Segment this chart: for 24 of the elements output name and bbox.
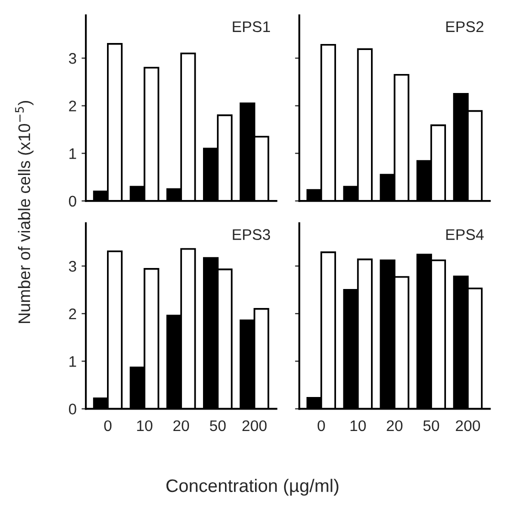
x-tick-label: 200 — [242, 420, 267, 432]
y-tick-label: 1 — [69, 356, 76, 367]
x-axis-title: Concentration (µg/ml) — [166, 478, 338, 496]
y-tick-label: 2 — [69, 100, 76, 112]
y-tick-label: 3 — [68, 53, 76, 64]
chart-title: EPS3 — [232, 229, 270, 240]
chart-title: EPS1 — [232, 21, 270, 32]
chart-title: EPS4 — [446, 229, 484, 240]
x-tick-label: 0 — [318, 420, 325, 432]
x-tick-label: 20 — [386, 420, 402, 432]
x-tick-label: 10 — [137, 420, 152, 432]
y-axis-title: Number of viable cells (x10$^{−5}$) — [15, 100, 34, 323]
y-tick-label: 0 — [68, 404, 76, 414]
x-tick-label: 50 — [423, 420, 440, 432]
x-tick-label: 50 — [210, 420, 226, 432]
y-tick-label: 2 — [69, 308, 76, 320]
x-tick-label: 200 — [456, 420, 480, 432]
y-tick-label: 1 — [69, 148, 76, 159]
chart-title: EPS2 — [446, 21, 484, 32]
y-tick-label: 3 — [68, 260, 76, 272]
y-tick-label: 0 — [68, 196, 76, 207]
x-tick-label: 10 — [350, 420, 366, 432]
x-tick-label: 0 — [104, 420, 112, 432]
x-tick-label: 20 — [173, 420, 190, 432]
